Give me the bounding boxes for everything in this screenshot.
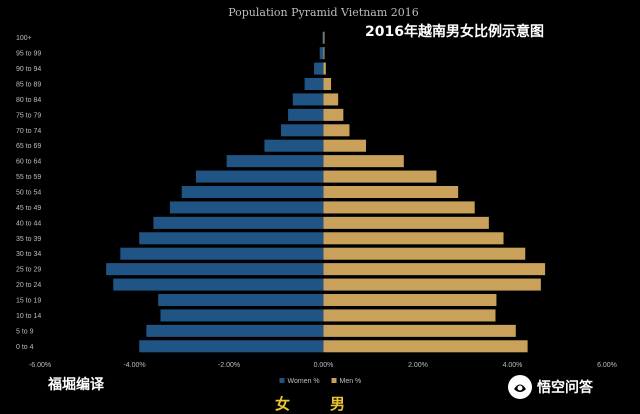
men-bar <box>323 216 489 229</box>
men-bar <box>323 47 325 60</box>
men-bar <box>323 293 497 307</box>
men-bar <box>323 309 496 322</box>
women-bar <box>304 77 324 91</box>
men-bar <box>323 62 326 75</box>
y-tick-label: 100+ <box>16 35 32 42</box>
y-tick-label: 75 to 79 <box>16 112 41 119</box>
overlay-title: 2016年越南男女比例示意图 <box>365 24 544 40</box>
y-tick-label: 10 to 14 <box>16 313 41 320</box>
men-bar <box>323 139 367 152</box>
legend-swatch <box>279 378 285 383</box>
chart-title: Population Pyramid Vietnam 2016 <box>228 6 419 19</box>
male-label: 男 <box>330 395 346 413</box>
y-tick-label: 95 to 99 <box>16 51 41 58</box>
y-tick-label: 65 to 69 <box>16 143 41 150</box>
men-bar <box>323 108 344 121</box>
women-bar <box>160 309 324 322</box>
men-bar <box>323 263 546 276</box>
watermark: 悟空问答 <box>507 374 593 400</box>
women-bar <box>195 170 324 183</box>
credit-label: 福堀编译 <box>48 377 104 393</box>
women-bar <box>319 47 324 60</box>
legend-label: Men % <box>340 378 362 385</box>
x-tick-label: -6.00% <box>29 362 51 369</box>
y-tick-label: 40 to 44 <box>16 220 41 227</box>
men-bar <box>323 247 526 260</box>
women-bar <box>169 201 324 214</box>
men-bar <box>323 77 332 91</box>
women-bar <box>292 93 324 106</box>
women-bar <box>120 247 324 260</box>
women-bar <box>264 139 324 152</box>
y-tick-label: 15 to 19 <box>16 298 41 305</box>
legend-swatch <box>331 378 337 383</box>
women-bar <box>158 293 324 307</box>
y-tick-label: 85 to 89 <box>16 82 41 89</box>
men-bar <box>323 232 504 245</box>
women-bar <box>322 31 324 44</box>
y-tick-label: 45 to 49 <box>16 205 41 212</box>
men-bar <box>323 278 541 291</box>
men-bar <box>323 185 459 199</box>
y-tick-label: 80 to 84 <box>16 97 41 104</box>
women-bar <box>146 324 324 337</box>
men-bar <box>323 124 350 137</box>
y-tick-label: 20 to 24 <box>16 282 41 289</box>
men-bar <box>323 155 404 168</box>
x-tick-label: -2.00% <box>218 362 240 369</box>
legend-label: Women % <box>288 378 320 385</box>
men-bar <box>323 340 528 353</box>
women-bar <box>139 340 324 353</box>
y-tick-label: 50 to 54 <box>16 190 41 197</box>
women-bar <box>181 185 324 199</box>
y-tick-label: 5 to 9 <box>16 328 34 335</box>
female-label: 女 <box>275 395 291 413</box>
women-bar <box>113 278 324 291</box>
y-tick-label: 0 to 4 <box>16 344 34 351</box>
men-bar <box>323 201 475 214</box>
women-bar <box>288 108 324 121</box>
women-bar <box>314 62 324 75</box>
y-tick-label: 60 to 64 <box>16 159 41 166</box>
y-tick-label: 90 to 94 <box>16 66 41 73</box>
men-bar <box>323 324 516 337</box>
watermark-text: 悟空问答 <box>537 380 593 396</box>
men-bar <box>323 93 339 106</box>
women-bar <box>226 155 324 168</box>
y-tick-label: 55 to 59 <box>16 174 41 181</box>
x-tick-label: 4.00% <box>503 362 523 369</box>
x-tick-label: 6.00% <box>597 362 617 369</box>
x-tick-label: 0.00% <box>314 362 334 369</box>
men-bar <box>323 31 325 44</box>
x-tick-label: -4.00% <box>123 362 145 369</box>
men-bar <box>323 170 437 183</box>
y-tick-label: 70 to 74 <box>16 128 41 135</box>
women-bar <box>139 232 324 245</box>
y-tick-label: 25 to 29 <box>16 267 41 274</box>
y-tick-label: 30 to 34 <box>16 251 41 258</box>
women-bar <box>153 216 324 229</box>
women-bar <box>106 263 324 276</box>
y-tick-label: 35 to 39 <box>16 236 41 243</box>
x-tick-label: 2.00% <box>408 362 428 369</box>
watermark-logo-icon <box>508 375 532 399</box>
women-bar <box>280 124 324 137</box>
